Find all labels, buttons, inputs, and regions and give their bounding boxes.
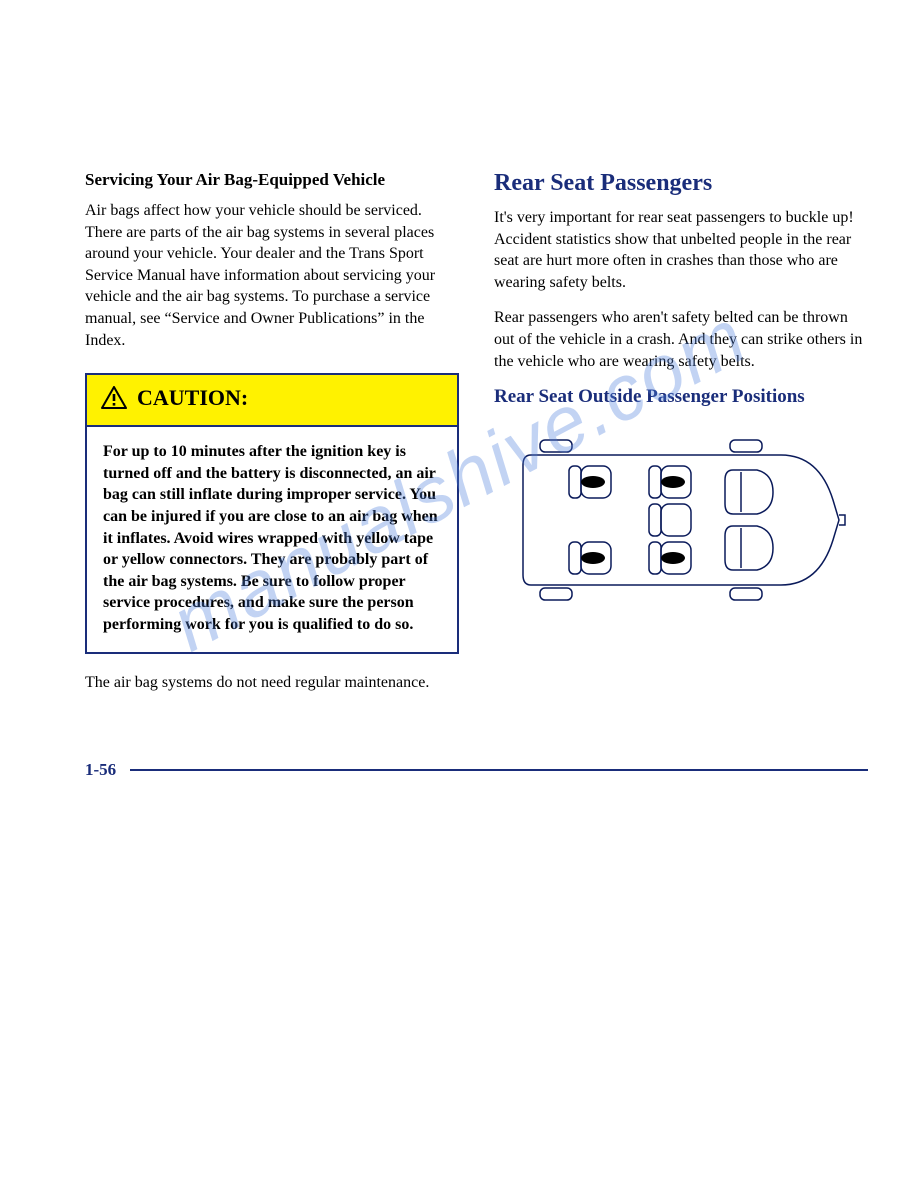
maintenance-note: The air bag systems do not need regular … (85, 672, 459, 694)
caution-body-text: For up to 10 minutes after the ignition … (87, 427, 457, 651)
rear-para2: Rear passengers who aren't safety belted… (494, 307, 868, 372)
rear-para1: It's very important for rear seat passen… (494, 207, 868, 293)
rear-seat-heading: Rear Seat Passengers (494, 170, 868, 197)
vehicle-seat-diagram (494, 420, 868, 630)
left-column: Servicing Your Air Bag-Equipped Vehicle … (85, 170, 459, 707)
servicing-subheading: Servicing Your Air Bag-Equipped Vehicle (85, 170, 459, 190)
caution-box: CAUTION: For up to 10 minutes after the … (85, 373, 459, 653)
warning-triangle-icon (101, 386, 127, 410)
caution-header: CAUTION: (87, 375, 457, 427)
caution-title: CAUTION: (137, 385, 248, 411)
positions-subheading: Rear Seat Outside Passenger Positions (494, 386, 868, 408)
page-number: 1-56 (85, 760, 116, 780)
manual-page: Servicing Your Air Bag-Equipped Vehicle … (0, 0, 918, 707)
page-footer: 1-56 (85, 760, 868, 780)
servicing-para: Air bags affect how your vehicle should … (85, 200, 459, 351)
footer-rule (130, 769, 868, 771)
right-column: Rear Seat Passengers It's very important… (494, 170, 868, 707)
